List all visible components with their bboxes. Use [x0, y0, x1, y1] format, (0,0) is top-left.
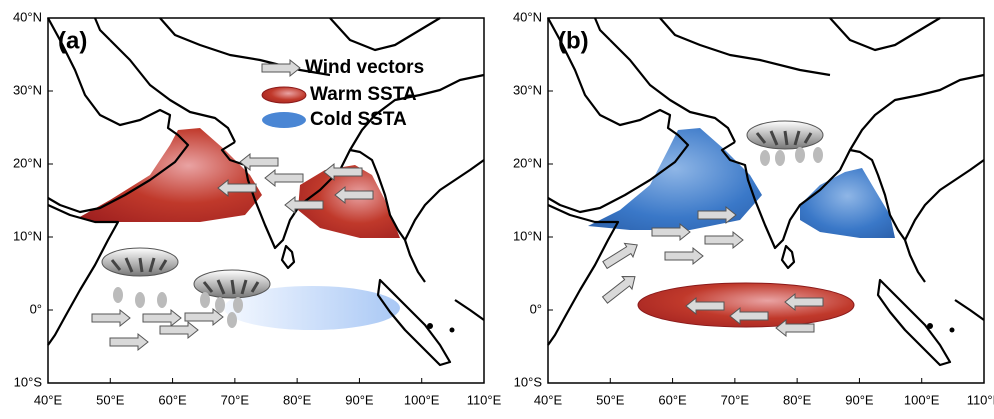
panel-label: (b): [558, 27, 589, 54]
latitude-label: 10°S: [514, 374, 543, 389]
panel-label: (a): [58, 27, 87, 54]
latitude-label: 40°N: [13, 9, 42, 24]
longitude-label: 50°E: [596, 392, 625, 407]
legend-label: Warm SSTA: [310, 84, 417, 105]
legend-label: Cold SSTA: [310, 109, 407, 130]
latitude-label: 10°S: [14, 374, 43, 389]
longitude-label: 110°E: [467, 392, 502, 407]
longitude-label: 80°E: [783, 392, 812, 407]
latitude-label: 0°: [30, 301, 42, 316]
panel-a: (a) Wind vectors Warm SSTA Cold SSTA: [48, 18, 484, 383]
longitude-label: 40°E: [34, 392, 63, 407]
latitude-label: 20°N: [13, 155, 42, 170]
longitude-label: 110°E: [967, 392, 994, 407]
latitude-label: 30°N: [513, 82, 542, 97]
panel-b: (b): [548, 18, 984, 383]
longitude-label: 80°E: [283, 392, 312, 407]
legend-label: Wind vectors: [305, 57, 424, 78]
longitude-label: 100°E: [404, 392, 440, 407]
latitude-label: 0°: [530, 301, 542, 316]
longitude-label: 60°E: [658, 392, 687, 407]
legend-swatch: [262, 112, 306, 128]
cloud: [747, 121, 823, 149]
longitude-label: 90°E: [345, 392, 374, 407]
longitude-label: 70°E: [721, 392, 750, 407]
latitude-label: 10°N: [513, 228, 542, 243]
longitude-label: 60°E: [158, 392, 187, 407]
latitude-label: 30°N: [13, 82, 42, 97]
longitude-label: 50°E: [96, 392, 125, 407]
figure: (a) Wind vectors Warm SSTA Cold SSTA (b)…: [0, 0, 994, 414]
longitude-label: 90°E: [845, 392, 874, 407]
latitude-label: 10°N: [13, 228, 42, 243]
latitude-label: 40°N: [513, 9, 542, 24]
longitude-label: 40°E: [534, 392, 563, 407]
latitude-label: 20°N: [513, 155, 542, 170]
longitude-label: 70°E: [221, 392, 250, 407]
legend-swatch: [262, 87, 306, 103]
cloud: [102, 248, 178, 276]
longitude-label: 100°E: [904, 392, 940, 407]
page: (a) Wind vectors Warm SSTA Cold SSTA (b)…: [0, 0, 994, 419]
